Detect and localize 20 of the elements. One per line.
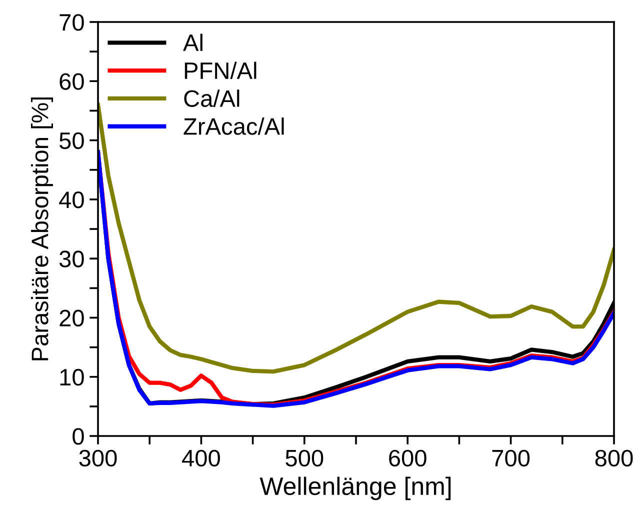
- x-tick-label: 800: [595, 450, 633, 467]
- y-axis-title: Parasitäre Absorption [%]: [30, 97, 53, 360]
- y-tick-label: 60: [60, 73, 84, 90]
- y-tick-label: 20: [60, 310, 84, 326]
- x-axis-title: Wellenlänge [nm]: [260, 476, 451, 500]
- legend-label: PFN/Al: [184, 62, 256, 80]
- legend-label: ZrAcac/Al: [184, 118, 284, 135]
- y-tick-label: 70: [60, 14, 84, 31]
- y-tick-label: 10: [60, 368, 84, 386]
- y-tick-label: 0: [72, 428, 84, 445]
- y-tick-label: 40: [59, 191, 84, 208]
- legend-label: Al: [183, 34, 202, 51]
- x-tick-label: 400: [182, 450, 220, 467]
- x-tick-label: 300: [79, 450, 117, 467]
- x-tick-label: 700: [492, 450, 530, 467]
- y-tick-label: 30: [59, 250, 84, 268]
- legend-label: Ca/Al: [184, 90, 240, 107]
- y-tick-label: 50: [59, 132, 84, 150]
- x-tick-label: 500: [286, 450, 324, 467]
- x-tick-label: 600: [389, 450, 426, 467]
